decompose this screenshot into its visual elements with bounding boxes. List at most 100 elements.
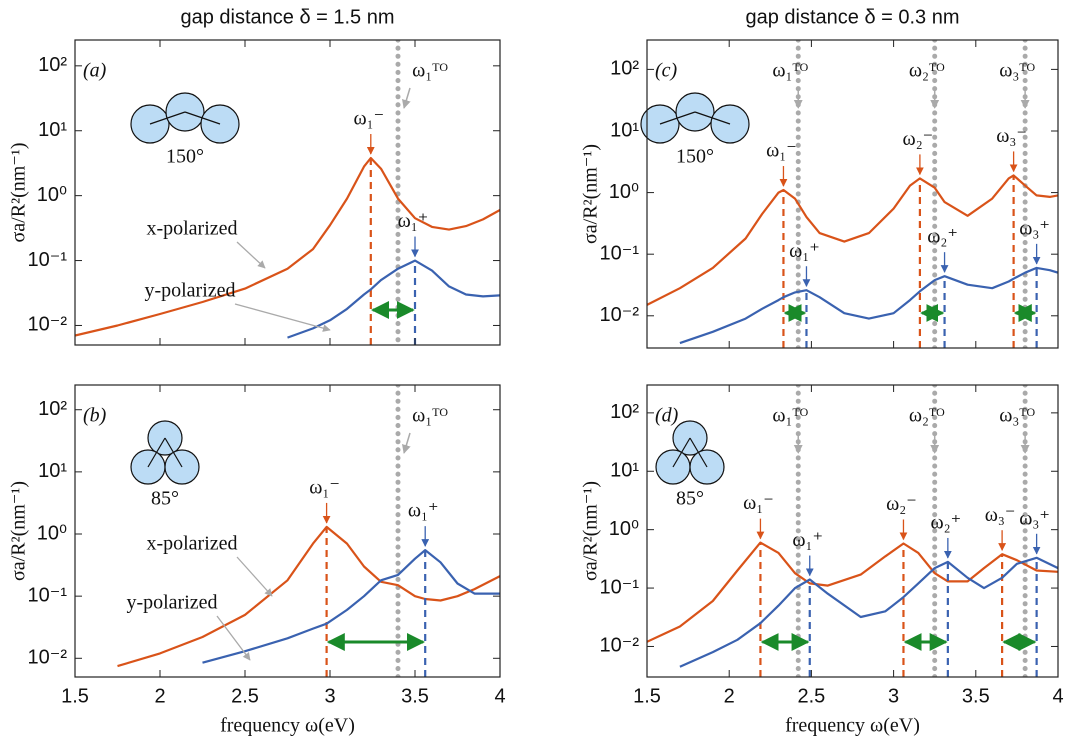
panel-label: (c) (655, 60, 678, 82)
panel-label: (d) (655, 405, 679, 427)
to-label: ω₂ᵀᴼ (909, 405, 945, 427)
to-label: ω₂ᵀᴼ (909, 60, 945, 82)
y-tick-label: 10⁰ (609, 518, 639, 540)
column-title: gap distance δ = 1.5 nm (180, 6, 394, 28)
inset-bond (694, 111, 731, 125)
panel: σa/R²(nm⁻¹) frequency ω(eV) (b) 10⁻² 10⁻¹ 10⁰… (8, 384, 506, 737)
panel-label: (a) (83, 60, 107, 82)
series-label-arrow (216, 615, 251, 661)
x-tick-label: 2 (154, 685, 165, 707)
x-tick-label: 4 (1052, 685, 1063, 707)
y-axis-label: σa/R²(nm⁻¹) (8, 143, 30, 243)
to-label: ω₁ᵀᴼ (772, 60, 808, 82)
y-tick-label: 10¹ (38, 460, 67, 482)
x-tick-label: 3 (324, 685, 335, 707)
inset-angle: 85° (676, 488, 704, 510)
to-label: ω₁ᵀᴼ (412, 60, 448, 82)
plot-content (117, 385, 500, 677)
inset-bond (147, 437, 166, 468)
x-tick-label: 3.5 (401, 685, 429, 707)
series-label: x-polarized (146, 218, 237, 240)
x-tick-label: 2.5 (231, 685, 259, 707)
plot-area (647, 385, 1058, 677)
peak-label: ω₁⁺ (408, 500, 439, 522)
panel: gap distance δ = 1.5 nm σa/R²(nm⁻¹) (a) 10⁻… (8, 6, 501, 346)
series-line (117, 525, 500, 668)
series-line (202, 549, 500, 664)
x-axis-label: frequency ω(eV) (220, 715, 355, 737)
peak-label: ω₁⁻ (743, 492, 774, 514)
series-line (287, 259, 500, 339)
x-tick-label: 3.5 (962, 685, 990, 707)
y-tick-label: 10⁻¹ (600, 242, 640, 264)
y-axis-label: σa/R²(nm⁻¹) (580, 481, 602, 581)
y-tick-label: 10² (38, 54, 67, 76)
inset-angle: 150° (676, 146, 714, 168)
peak-label: ω₁⁻ (353, 108, 384, 130)
y-tick-label: 10⁻² (28, 314, 68, 336)
inset-bond (672, 437, 691, 468)
peak-label: ω₁⁻ (766, 140, 797, 162)
peak-label: ω₂⁺ (931, 512, 962, 534)
inset-bond (149, 111, 186, 125)
x-tick-label: 3 (888, 685, 899, 707)
to-label: ω₁ᵀᴼ (772, 405, 808, 427)
peak-label: ω₁⁺ (398, 210, 429, 232)
series-line (75, 156, 500, 337)
series-label-arrow (236, 241, 266, 269)
plot-frame (646, 384, 1059, 678)
plot-frame (74, 39, 501, 346)
column-title: gap distance δ = 0.3 nm (745, 6, 959, 28)
peak-label: ω₁⁺ (789, 240, 820, 262)
series-label-arrow (234, 303, 331, 332)
y-tick-label: 10¹ (610, 460, 639, 482)
y-axis-label: σa/R²(nm⁻¹) (580, 144, 602, 244)
peak-label: ω₃⁺ (1019, 217, 1050, 239)
series-label: x-polarized (146, 533, 237, 555)
plot-area (75, 385, 500, 677)
y-tick-label: 10⁻¹ (600, 576, 640, 598)
peak-label: ω₁⁺ (792, 529, 823, 551)
y-tick-label: 10⁻² (600, 304, 640, 326)
to-label: ω₃ᵀᴼ (999, 60, 1035, 82)
y-tick-label: 10¹ (38, 119, 67, 141)
peak-label: ω₁⁻ (309, 477, 340, 499)
x-tick-label: 1.5 (633, 685, 661, 707)
x-axis-label: frequency ω(eV) (785, 715, 920, 737)
y-tick-label: 10² (610, 401, 639, 423)
series-line (647, 541, 1058, 643)
peak-label: ω₃⁻ (985, 504, 1016, 526)
y-tick-label: 10⁻¹ (28, 584, 68, 606)
y-tick-label: 10⁰ (609, 181, 639, 203)
y-tick-label: 10¹ (610, 119, 639, 141)
to-arrow (402, 87, 411, 109)
to-arrow (402, 432, 411, 454)
plot-content (647, 40, 1058, 348)
inset-bond (184, 111, 221, 125)
peak-label: ω₂⁻ (903, 128, 934, 150)
x-tick-label: 1.5 (61, 685, 89, 707)
inset-bond (659, 111, 696, 125)
y-tick-label: 10² (610, 58, 639, 80)
panel: gap distance δ = 0.3 nm σa/R²(nm⁻¹) (c) 10⁻… (580, 6, 1059, 349)
y-tick-label: 10⁻² (28, 647, 68, 669)
series-label-arrow (236, 556, 273, 597)
inset-bond (689, 437, 708, 468)
plot-content (647, 385, 1058, 677)
panel: σa/R²(nm⁻¹) frequency ω(eV) (d) 10⁻² 10⁻¹ 10⁰… (580, 384, 1064, 737)
y-tick-label: 10² (38, 398, 67, 420)
y-tick-label: 10⁻¹ (28, 249, 68, 271)
peak-label: ω₂⁺ (927, 226, 958, 248)
plot-area (647, 40, 1058, 348)
inset-angle: 150° (166, 146, 204, 168)
plot-frame (646, 39, 1059, 349)
series-label: y-polarized (126, 592, 217, 614)
series-line (647, 174, 1058, 306)
plot-frame (74, 384, 501, 678)
to-label: ω₃ᵀᴼ (999, 405, 1035, 427)
inset-bond (164, 437, 183, 468)
inset-angle: 85° (151, 488, 179, 510)
series-label: y-polarized (144, 280, 235, 302)
x-tick-label: 4 (494, 685, 505, 707)
